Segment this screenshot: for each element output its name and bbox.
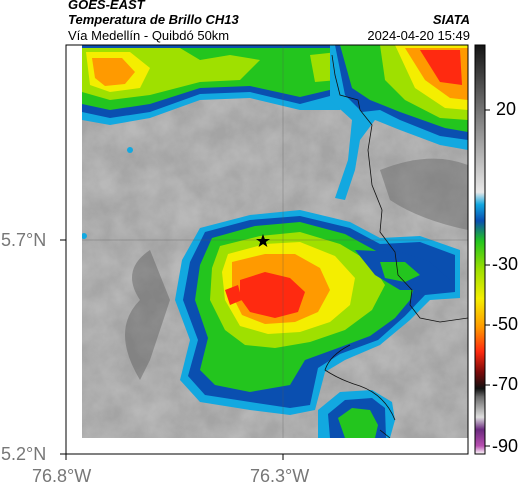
map-left-margin: [66, 45, 82, 454]
northeast-cloud: [330, 45, 468, 200]
small-cloud-spot: [82, 233, 87, 239]
colorbar: [474, 44, 486, 455]
border-line: [331, 54, 468, 323]
map-border: [65, 44, 469, 455]
southeast-cloud: [318, 390, 395, 438]
lat-label: 5.2°N: [1, 444, 47, 464]
north-cloud-band: [82, 45, 352, 125]
lon-label: 76.8°W: [32, 466, 92, 486]
colorbar-label: -90: [492, 436, 519, 456]
colorbar-label: -50: [492, 314, 519, 334]
subtitle: Vía Medellín - Quibdó 50km: [68, 28, 230, 43]
colorbar-label: -30: [492, 254, 519, 274]
lon-label: 76.3°W: [250, 466, 310, 486]
border-line: [379, 429, 391, 438]
agency-label: SIATA: [432, 12, 470, 27]
product-title: Temperatura de Brillo CH13: [68, 12, 239, 27]
colorbar-label: 20: [496, 99, 517, 119]
dark-gray-patch-east: [380, 158, 468, 230]
map-bottom-margin: [82, 438, 468, 454]
star-icon: [256, 234, 270, 247]
imagery-layer: [82, 45, 468, 438]
convective-cell: [175, 210, 460, 415]
lat-label: 5.7°N: [1, 230, 47, 250]
dark-gray-patch: [125, 250, 170, 380]
coastline: [324, 344, 396, 421]
timestamp: 2024-04-20 15:49: [367, 28, 470, 43]
colorbar-label: -70: [492, 374, 519, 394]
satellite-title: GOES-EAST: [68, 0, 145, 12]
small-cloud-spot: [127, 147, 133, 153]
